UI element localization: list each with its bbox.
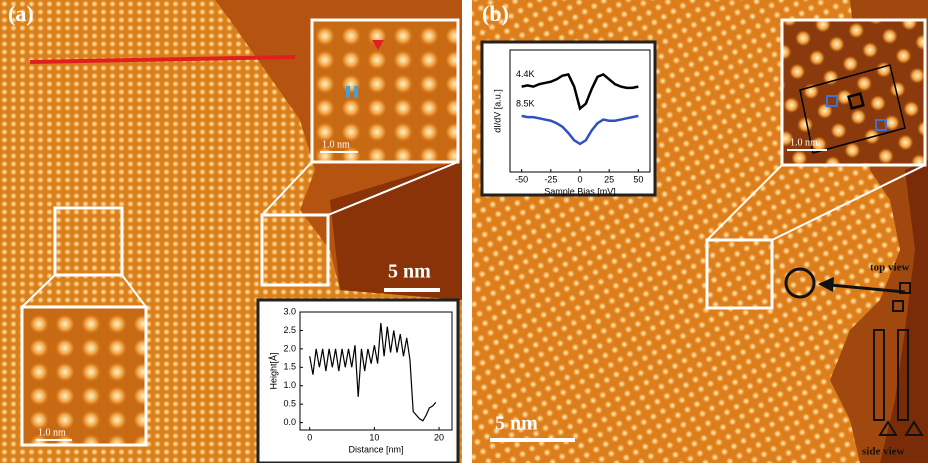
x-tick-label: 20 [434, 432, 444, 442]
x-axis-label: Sample Bias [mV] [544, 186, 616, 196]
top-view-label: top view [870, 262, 909, 274]
series-label: 8.5K [516, 98, 535, 108]
scale-label: 1.0 nm [38, 427, 66, 438]
panel-a: (a) 1.0 nm 1.0 nm 5 nm [0, 0, 462, 463]
y-tick-label: 0.5 [283, 399, 296, 409]
x-tick-label: 0 [577, 174, 582, 184]
y-tick-label: 2.5 [283, 325, 296, 335]
y-tick-label: 1.0 [283, 380, 296, 390]
x-axis-label: Distance [nm] [348, 444, 403, 454]
figure: (a) 1.0 nm 1.0 nm 5 nm (b) 1.0 nm 5 nm t… [0, 0, 928, 463]
y-tick-label: 2.0 [283, 343, 296, 353]
panel-label: (a) [8, 1, 34, 26]
x-tick-label: 25 [604, 174, 614, 184]
scale-label: 5 nm [495, 413, 538, 435]
scale-label: 1.0 nm [322, 139, 350, 150]
x-tick-label: 50 [633, 174, 643, 184]
y-axis-label: Height[Å] [268, 352, 278, 389]
scale-label: 1.0 nm [790, 137, 818, 148]
series-label: 4.4K [516, 69, 535, 79]
y-tick-label: 0.0 [283, 417, 296, 427]
panel-label: (b) [482, 1, 509, 26]
y-axis-label: dI/dV [a.u.] [492, 89, 502, 133]
side-view-label: side view [862, 446, 905, 458]
y-tick-label: 3.0 [283, 306, 296, 316]
scale-label: 5 nm [388, 261, 431, 283]
x-tick-label: 10 [369, 432, 379, 442]
x-tick-label: -25 [544, 174, 557, 184]
y-tick-label: 1.5 [283, 362, 296, 372]
x-tick-label: 0 [307, 432, 312, 442]
panel-b: (b) 1.0 nm 5 nm top view side view [472, 0, 928, 463]
x-tick-label: -50 [515, 174, 528, 184]
